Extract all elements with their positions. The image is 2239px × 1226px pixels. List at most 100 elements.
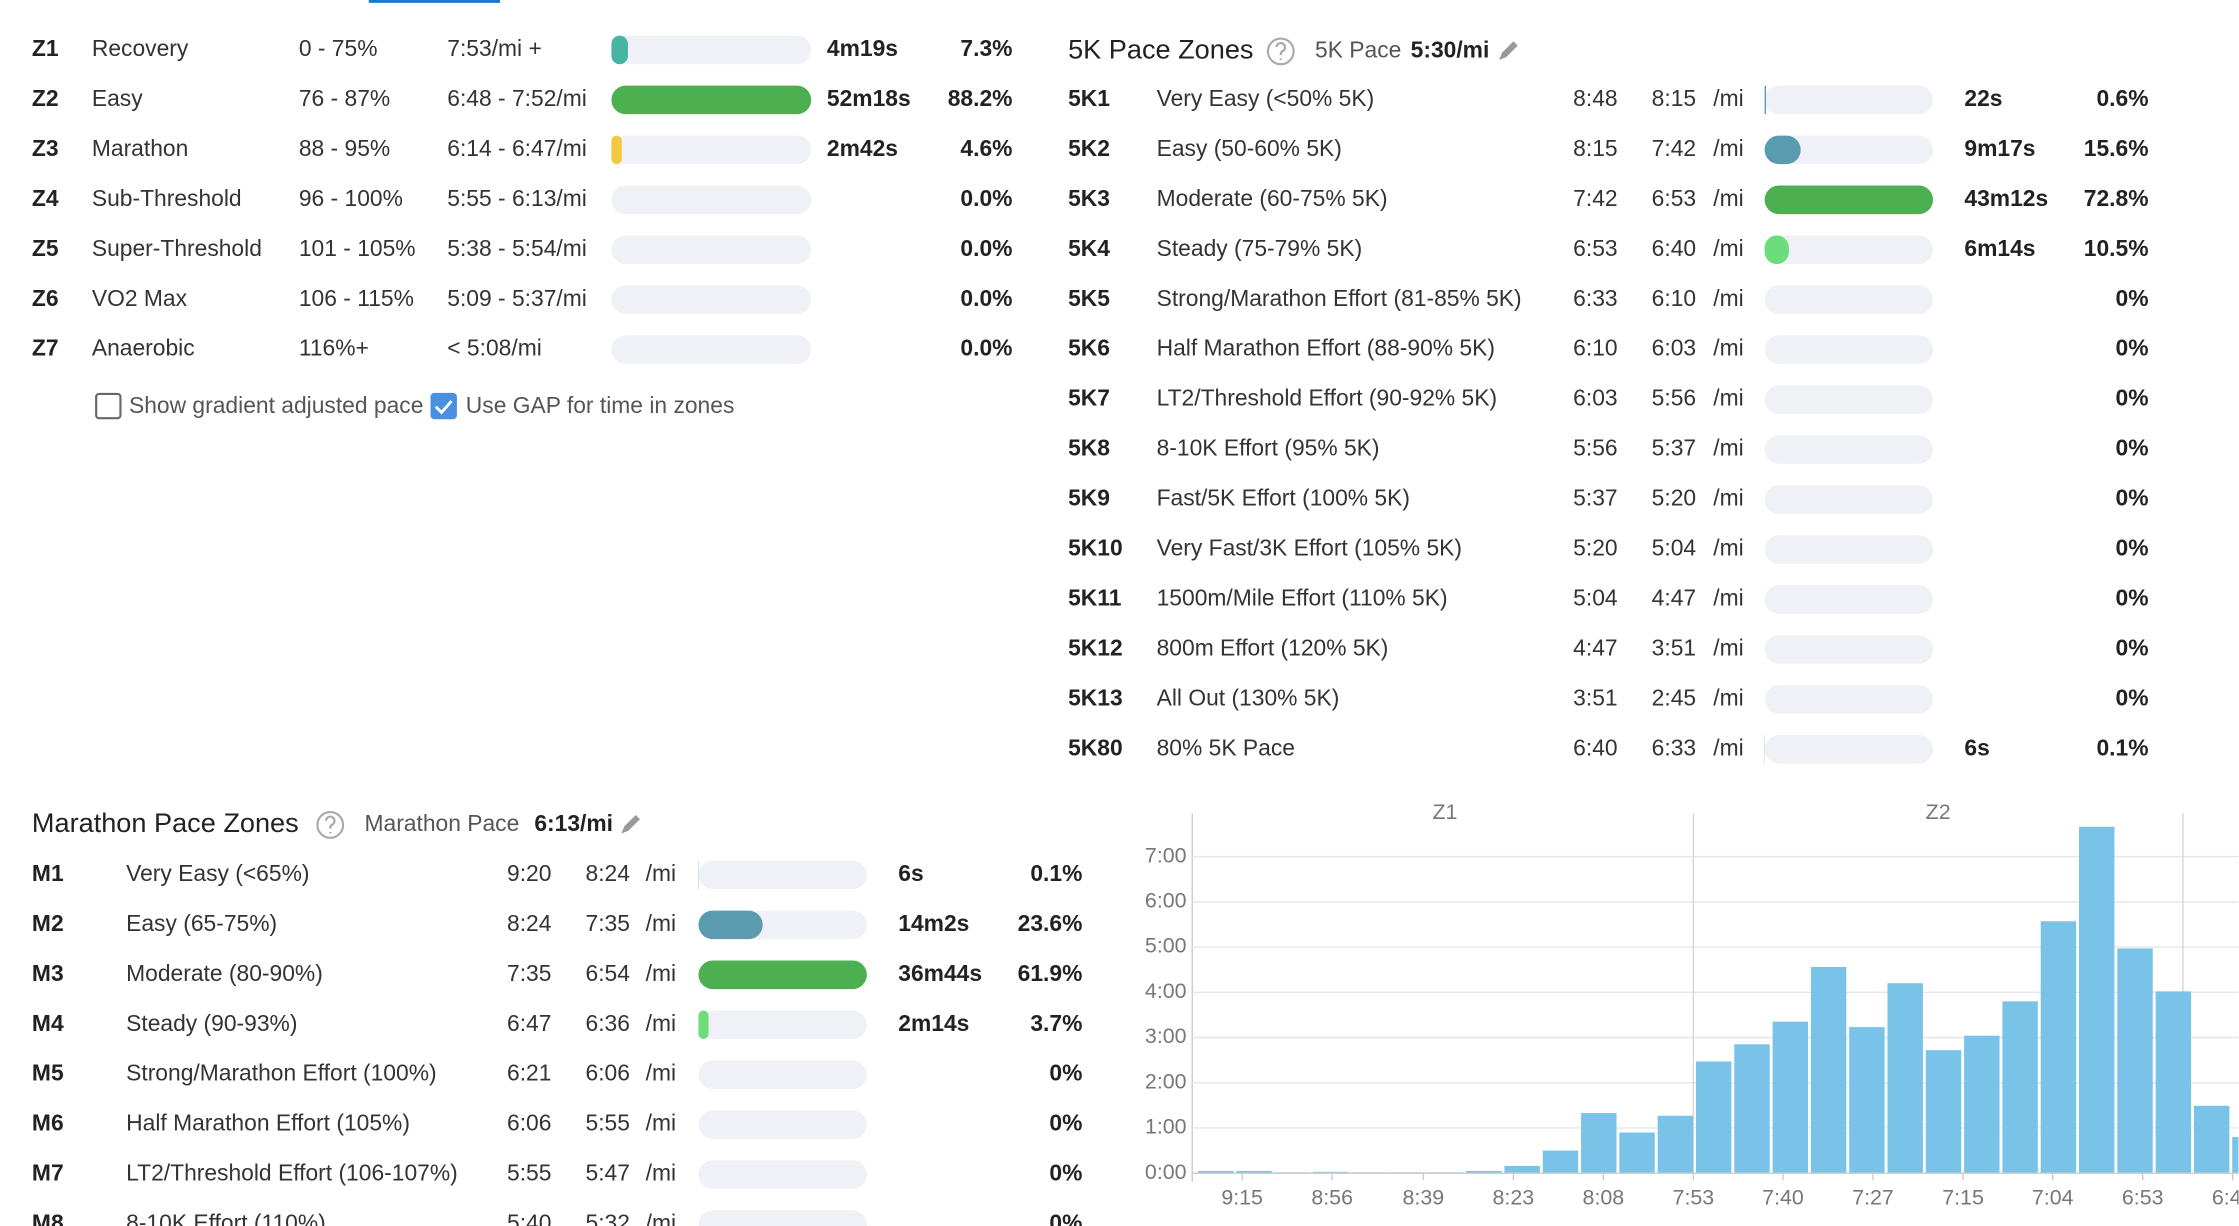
help-icon[interactable]: [316, 811, 345, 839]
zone-percent: 72.8%: [2084, 185, 2149, 211]
pace-unit: /mi: [646, 1210, 676, 1226]
zone-id: Z7: [32, 335, 59, 361]
zone-time: 14m2s: [898, 910, 969, 936]
pace-to: 5:20: [1652, 485, 1696, 511]
zone-percent: 0%: [2116, 285, 2149, 311]
zone-pace: < 5:08/mi: [447, 335, 542, 361]
histogram-bar: [1887, 983, 1923, 1174]
pace-from: 6:03: [1573, 385, 1617, 411]
pace-from: 8:24: [507, 910, 552, 936]
pace-unit: /mi: [1713, 734, 1743, 760]
bar-track: [1764, 135, 1934, 165]
bar-track: [698, 1160, 867, 1189]
bar-track: [1764, 735, 1934, 764]
pace-unit: /mi: [1713, 385, 1743, 411]
x-tick-label: 9:15: [1221, 1186, 1263, 1210]
pace-to: 5:32: [586, 1210, 630, 1226]
edit-icon[interactable]: [621, 814, 640, 834]
y-tick-label: 4:00: [1145, 979, 1187, 1003]
histogram-bar: [1810, 966, 1847, 1174]
help-mark: [1275, 41, 1287, 60]
zone-time: 52m18s: [827, 85, 911, 111]
zone-percent: 0%: [2116, 584, 2149, 610]
pace-from: 6:21: [507, 1060, 551, 1086]
pace-unit: /mi: [1713, 85, 1743, 111]
zone-name: Fast/5K Effort (100% 5K): [1157, 485, 1410, 511]
zone-percent: 3.7%: [1030, 1010, 1082, 1036]
zone-id: M3: [32, 960, 64, 986]
bar-fill: [698, 960, 867, 990]
zone-time: 6s: [1964, 734, 1989, 760]
zone-range: 106 - 115%: [299, 285, 414, 311]
zone-name: Steady (75-79% 5K): [1157, 235, 1363, 261]
section-title: 5K Pace Zones: [1068, 34, 1253, 65]
bar-track: [1764, 535, 1934, 564]
pace-unit: /mi: [1713, 285, 1743, 311]
zone-name: Anaerobic: [92, 335, 195, 361]
zone-name: Easy (50-60% 5K): [1157, 135, 1342, 161]
zone-time: 36m44s: [898, 960, 982, 986]
pace-from: 8:15: [1573, 135, 1617, 161]
zone-name: VO2 Max: [92, 285, 188, 311]
zone-time: 6m14s: [1964, 235, 2035, 261]
bar-track: [1764, 685, 1934, 714]
zone-name: Recovery: [92, 35, 189, 61]
zone-percent: 0%: [2116, 435, 2149, 461]
bar-track: [698, 860, 867, 890]
zone-id: Z2: [32, 85, 59, 111]
pace-unit: /mi: [646, 960, 676, 986]
zone-id: Z5: [32, 235, 59, 261]
pace-unit: /mi: [646, 1110, 676, 1136]
zone-id: 5K13: [1068, 684, 1123, 710]
zone-percent: 0.0%: [960, 235, 1012, 261]
histogram-bar: [1236, 1170, 1272, 1174]
zone-time: 22s: [1964, 85, 2002, 111]
bar-fill: [1764, 235, 1789, 265]
zone-id: M2: [32, 910, 64, 936]
pace-unit: /mi: [646, 1060, 676, 1086]
help-icon[interactable]: [1266, 37, 1295, 66]
zone-id: Z6: [32, 285, 59, 311]
x-tick-label: 6:53: [2122, 1186, 2164, 1210]
pace-unit: /mi: [1713, 435, 1743, 461]
zone-name: Sub-Threshold: [92, 185, 242, 211]
x-tick-label: 8:39: [1403, 1186, 1445, 1210]
zone-pace: 6:14 - 6:47/mi: [447, 135, 587, 161]
section-title: Marathon Pace Zones: [32, 807, 299, 838]
pace-value: 5:30/mi: [1411, 36, 1490, 62]
bar-fill: [1764, 185, 1934, 215]
pace-unit: /mi: [1713, 235, 1743, 261]
zone-percent: 61.9%: [1018, 960, 1083, 986]
zone-percent: 0%: [2116, 385, 2149, 411]
pace-from: 6:10: [1573, 335, 1617, 361]
bar-track: [1764, 385, 1934, 414]
histogram-bar: [1772, 1021, 1809, 1174]
zone-pace: 5:38 - 5:54/mi: [447, 235, 587, 261]
pace-unit: /mi: [1713, 684, 1743, 710]
x-tick-label: 8:23: [1493, 1186, 1535, 1210]
edit-icon[interactable]: [1499, 41, 1518, 60]
zone-percent: 0%: [1049, 1160, 1082, 1186]
zone-pace: 6:48 - 7:52/mi: [447, 85, 587, 111]
pace-from: 3:51: [1573, 684, 1617, 710]
zone-pace: 7:53/mi +: [447, 35, 542, 61]
histogram-bar: [2002, 1001, 2038, 1174]
checkbox[interactable]: Use GAP for time in zones: [430, 392, 735, 420]
zone-label: Z1: [1432, 800, 1457, 824]
zone-pace: 5:09 - 5:37/mi: [447, 285, 587, 311]
pace-from: 6:47: [507, 1010, 551, 1036]
checkmark: [434, 400, 453, 415]
bar-track: [611, 35, 812, 65]
help-circle: [1266, 37, 1295, 66]
zone-id: 5K4: [1068, 235, 1110, 261]
pace-unit: /mi: [1713, 335, 1743, 361]
pace-to: 8:15: [1652, 85, 1696, 111]
bar-fill: [611, 35, 628, 65]
pace-to: 6:33: [1652, 734, 1696, 760]
pace-to: 2:45: [1652, 684, 1696, 710]
histogram: 0:00 1:00 2:00 3:00 4:00 5:00 6:00 7:00 Z1 Z2 9:15…: [1145, 800, 2239, 1210]
zone-percent: 0%: [1049, 1110, 1082, 1136]
zone-pace: 5:55 - 6:13/mi: [447, 185, 587, 211]
checkbox[interactable]: Show gradient adjusted pace: [95, 392, 423, 420]
pace-to: 6:40: [1652, 235, 1696, 261]
